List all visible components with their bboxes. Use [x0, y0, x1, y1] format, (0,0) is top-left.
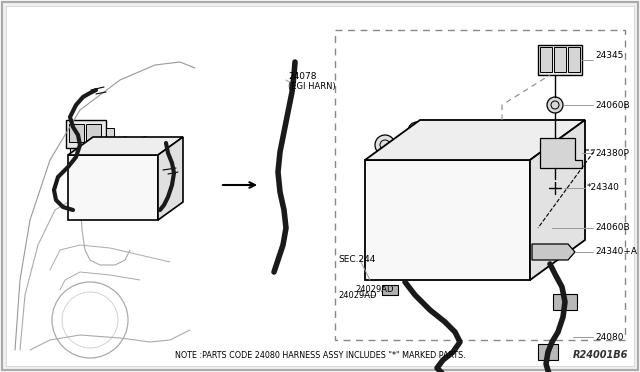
Text: 24029AD: 24029AD [355, 285, 394, 295]
Polygon shape [68, 137, 183, 155]
Polygon shape [530, 120, 585, 280]
Text: SEC.244: SEC.244 [338, 256, 376, 264]
Circle shape [136, 141, 150, 155]
Text: 24060B: 24060B [595, 224, 630, 232]
Text: 24340+A: 24340+A [595, 247, 637, 257]
Text: *24340: *24340 [587, 183, 620, 192]
Circle shape [119, 137, 131, 149]
Bar [86, 124, 101, 142]
Polygon shape [553, 294, 577, 310]
Circle shape [375, 135, 395, 155]
Text: 24060B: 24060B [595, 100, 630, 109]
Polygon shape [68, 155, 158, 220]
Circle shape [492, 122, 510, 140]
Circle shape [76, 141, 90, 155]
Circle shape [487, 135, 507, 155]
Polygon shape [365, 160, 530, 280]
Bar [538, 45, 582, 75]
Text: R24001B6: R24001B6 [573, 350, 628, 360]
Circle shape [431, 135, 451, 155]
Polygon shape [158, 137, 183, 220]
Bar [106, 128, 114, 140]
Text: 24029AD: 24029AD [338, 291, 376, 299]
Circle shape [546, 179, 564, 197]
Bar [335, 30, 625, 340]
Bar [568, 47, 580, 72]
Circle shape [464, 122, 482, 140]
Circle shape [99, 137, 111, 149]
Circle shape [459, 135, 479, 155]
Polygon shape [365, 120, 585, 160]
Circle shape [408, 122, 426, 140]
Circle shape [538, 221, 552, 235]
Bar [66, 120, 106, 148]
Circle shape [386, 286, 394, 294]
Text: 24345: 24345 [595, 51, 623, 60]
Bar [70, 142, 82, 154]
Circle shape [436, 122, 454, 140]
Polygon shape [382, 285, 398, 295]
Circle shape [403, 135, 423, 155]
Polygon shape [538, 344, 558, 360]
Bar [540, 47, 552, 72]
Circle shape [547, 97, 563, 113]
Circle shape [116, 141, 130, 155]
Text: 24080: 24080 [595, 333, 623, 341]
Text: NOTE :PARTS CODE 24080 HARNESS ASSY INCLUDES "*" MARKED PARTS.: NOTE :PARTS CODE 24080 HARNESS ASSY INCL… [175, 351, 465, 360]
Text: 24078: 24078 [288, 72, 317, 81]
Text: (EGI HARN): (EGI HARN) [288, 82, 336, 91]
Circle shape [139, 137, 151, 149]
Polygon shape [532, 244, 575, 260]
Bar [507, 138, 523, 152]
Bar [554, 47, 566, 72]
Bar [69, 124, 84, 142]
Circle shape [553, 146, 567, 160]
Circle shape [96, 141, 110, 155]
Polygon shape [540, 138, 582, 168]
Text: 24380P: 24380P [595, 148, 629, 157]
